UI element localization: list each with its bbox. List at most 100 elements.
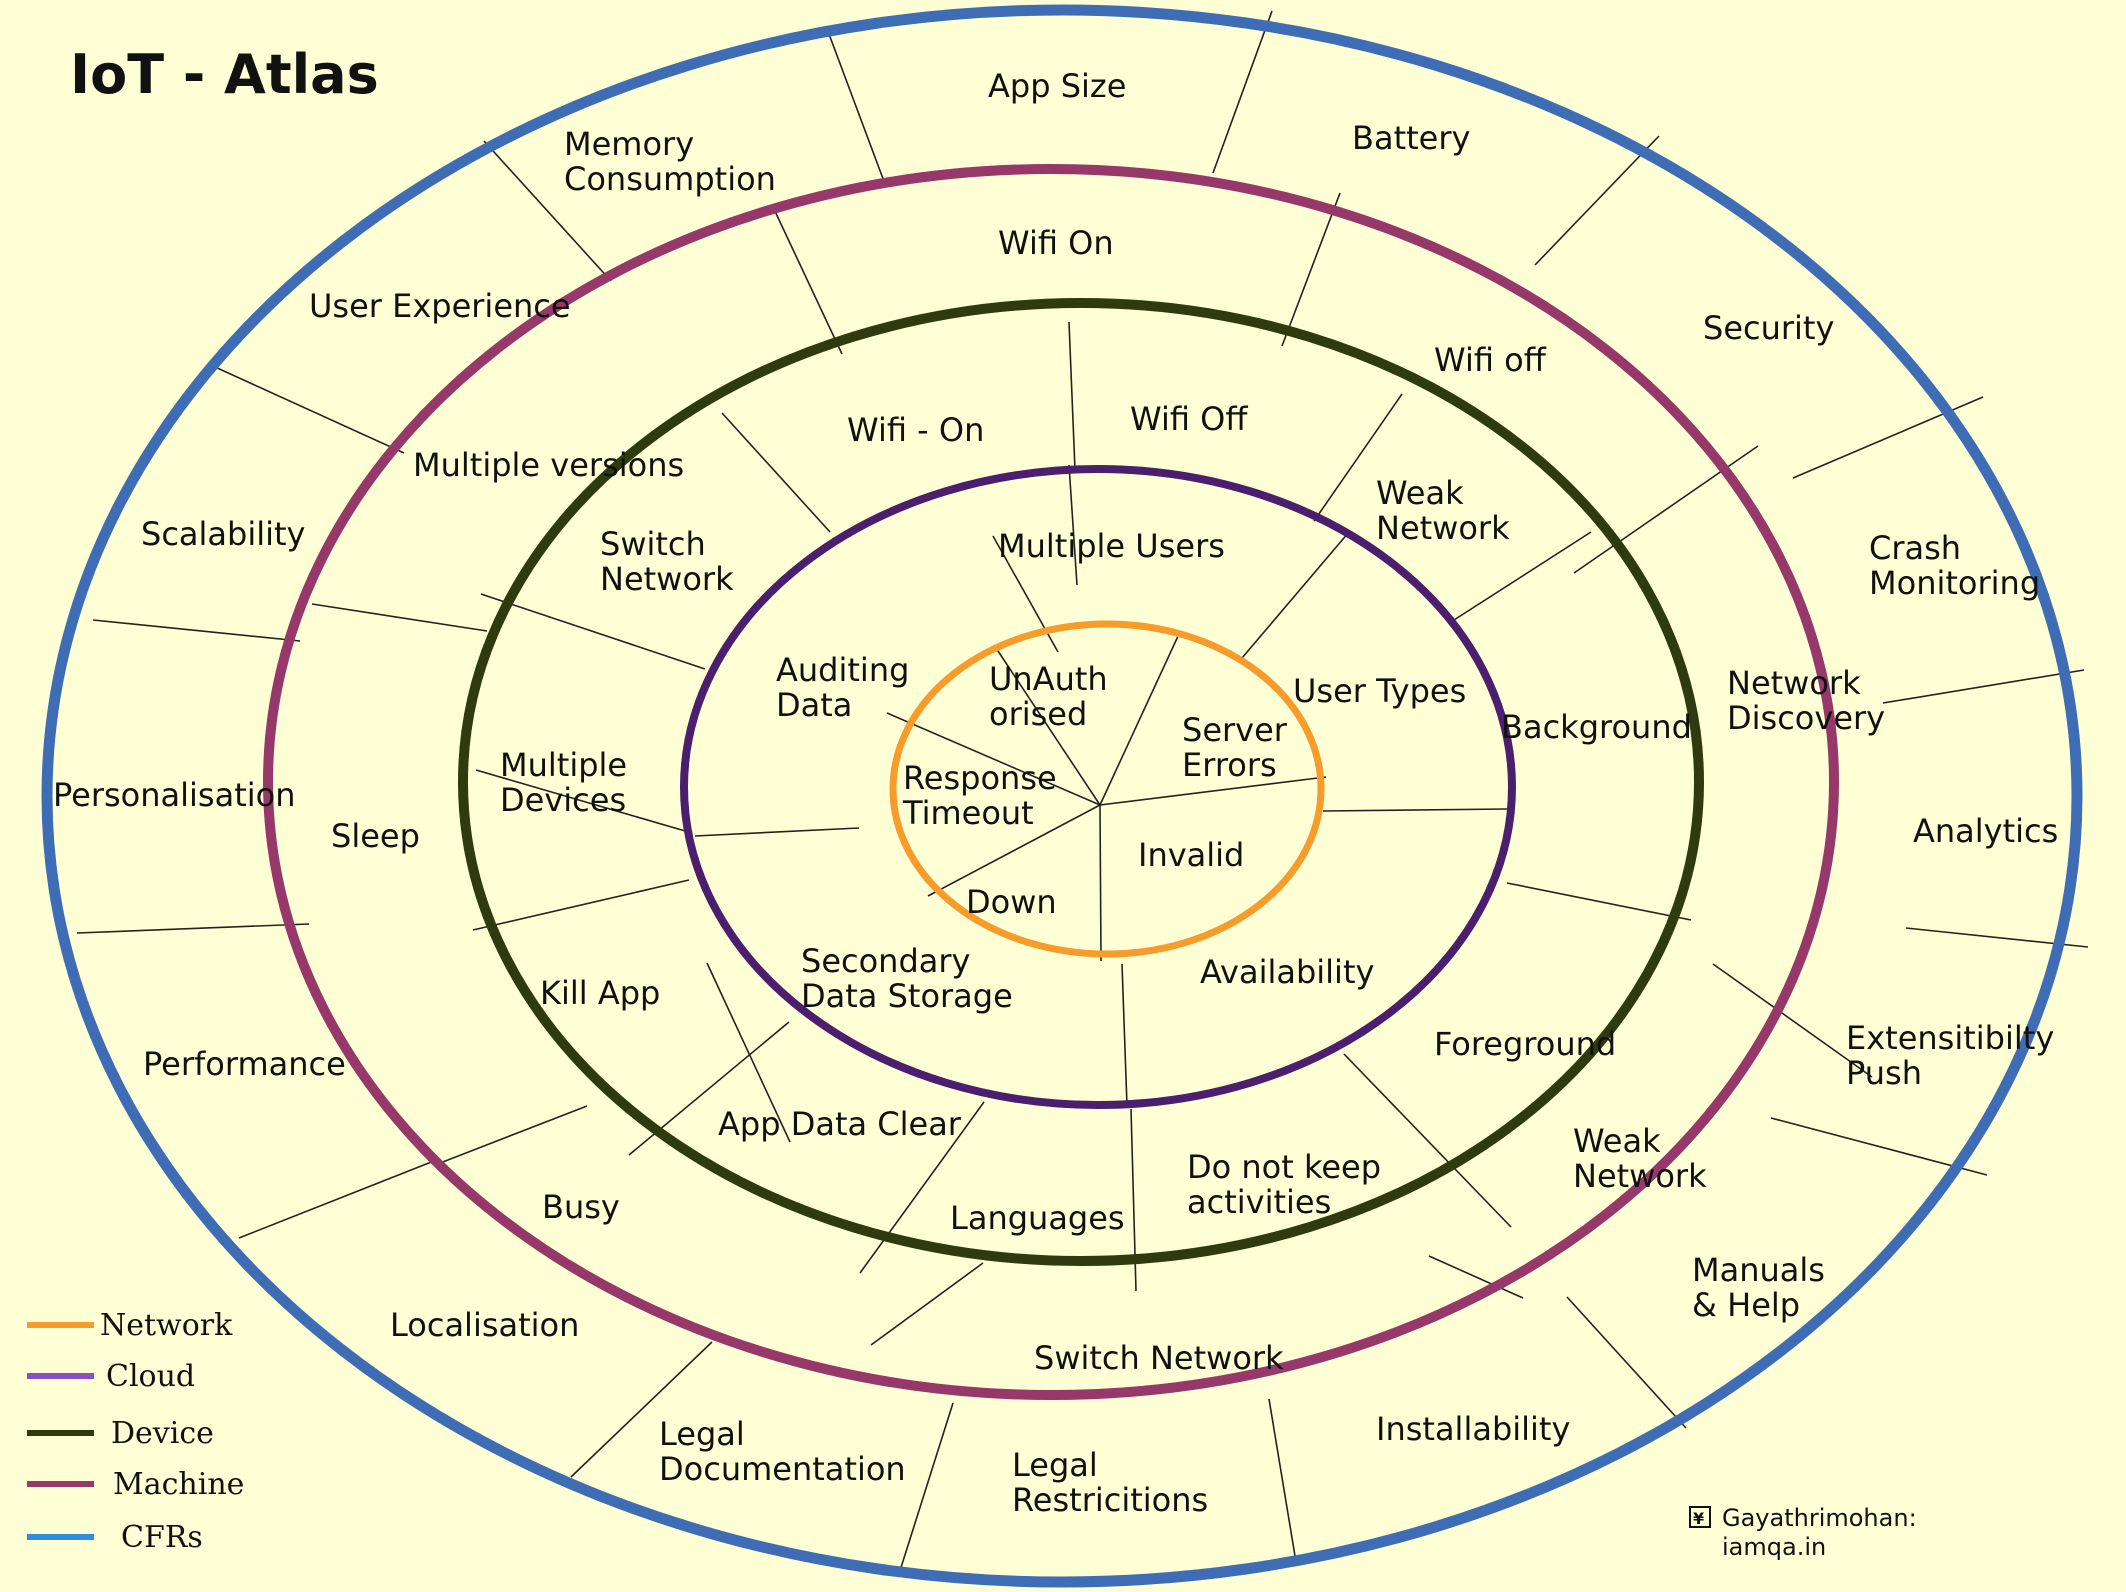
cfrs-segment-label: Memory Consumption <box>564 125 776 198</box>
cfrs-segment-label-line: & Help <box>1692 1286 1800 1324</box>
rings <box>41 4 2083 1588</box>
cfrs-segment-label: Battery <box>1352 119 1470 157</box>
machine-segment-label: Wifi On <box>998 224 1114 262</box>
segment-divider <box>1770 1117 1988 1176</box>
network-segment-label-line: Response <box>903 759 1057 797</box>
segment-divider <box>214 366 405 454</box>
machine-segment-label: Network Discovery <box>1727 664 1885 737</box>
cfrs-segment-label-line: Memory <box>564 125 694 163</box>
cfrs-segment-label-line: Localisation <box>390 1306 579 1344</box>
cfrs-segment-label: Performance <box>143 1045 346 1083</box>
device-ring <box>458 298 1704 1266</box>
cfrs-segment-label-line: Performance <box>143 1045 346 1083</box>
credit-line-2: iamqa.in <box>1722 1533 1826 1561</box>
device-segment-label: App Data Clear <box>718 1105 962 1143</box>
machine-segment-label: Switch Network <box>1034 1339 1284 1377</box>
segment-divider <box>1313 393 1403 522</box>
segment-divider <box>238 1158 440 1239</box>
segment-divider <box>694 827 860 837</box>
device-segment-label: Wifi Off <box>1130 400 1248 438</box>
segment-divider <box>570 1341 713 1478</box>
segment-divider <box>1506 882 1692 921</box>
device-segment-label-line: Languages <box>950 1199 1125 1237</box>
segment-divider <box>480 593 706 670</box>
cfrs-segment-label: Legal Documentation <box>659 1415 906 1488</box>
device-segment-label-line: Kill App <box>540 974 660 1012</box>
device-segment-label-line: Do not keep <box>1187 1148 1381 1186</box>
segment-divider <box>825 25 886 185</box>
device-segment-label-line: Wifi Off <box>1130 400 1248 438</box>
segment-divider <box>1428 1255 1524 1299</box>
cloud-segment-label-line: Data Storage <box>801 977 1013 1015</box>
cfrs-segment-label-line: Legal <box>659 1415 745 1453</box>
machine-segment-label: Multiple versions <box>413 446 684 484</box>
network-segment-label-line: Server <box>1182 711 1288 749</box>
segment-divider <box>434 1105 588 1166</box>
segment-divider <box>897 1402 954 1578</box>
device-segment-label-line: Network <box>1376 509 1510 547</box>
segment-divider <box>1212 10 1273 174</box>
machine-segment-label-line: Busy <box>542 1188 620 1226</box>
device-segment-label: Kill App <box>540 974 660 1012</box>
network-segment-label-line: UnAuth <box>989 660 1108 698</box>
segment-divider <box>1068 464 1078 586</box>
cfrs-segment-label-line: Restricitions <box>1012 1481 1208 1519</box>
credit: ¥ Gayathrimohan: iamqa.in <box>1689 1504 1917 1561</box>
cfrs-segment-label-line: Push <box>1846 1054 1922 1092</box>
copyright-box-icon <box>1689 1506 1711 1528</box>
segment-divider <box>993 644 1101 806</box>
cfrs-segment-label: Scalability <box>141 515 305 553</box>
machine-segment-label: Busy <box>542 1188 620 1226</box>
cfrs-segment-label: App Size <box>988 67 1126 105</box>
cfrs-segment-label: User Experience <box>309 287 571 325</box>
cfrs-segment-label-line: Analytics <box>1913 812 2058 850</box>
segment-divider <box>1453 531 1592 621</box>
device-segment-label: Weak Network <box>1376 474 1510 547</box>
machine-segment-label-line: Network <box>1727 664 1861 702</box>
segment-divider <box>472 879 690 931</box>
segment-divider <box>1099 776 1327 806</box>
cloud-segment-label: Auditing Data <box>776 651 909 724</box>
segment-divider <box>1121 963 1128 1107</box>
device-segment-label: Do not keep activities <box>1187 1148 1381 1221</box>
legend-label-machine: Machine <box>113 1467 244 1502</box>
cfrs-segment-label: Extensitibilty Push <box>1846 1019 2054 1092</box>
legend-label-device: Device <box>111 1416 214 1451</box>
cloud-segment-label: Multiple Users <box>998 527 1225 565</box>
cloud-segment-label-line: User Types <box>1293 672 1466 710</box>
cfrs-segment-label-line: Documentation <box>659 1450 906 1488</box>
cloud-segment-label-line: Data <box>776 686 852 724</box>
cfrs-segment-label-line: Personalisation <box>53 776 296 814</box>
segment-divider <box>1343 1053 1512 1228</box>
network-segment-label: Invalid <box>1138 836 1244 874</box>
machine-segment-label-line: Switch Network <box>1034 1339 1284 1377</box>
network-segment-label-line: orised <box>989 695 1087 733</box>
segment-divider <box>886 712 1101 806</box>
credit-line-1: Gayathrimohan: <box>1722 1504 1917 1532</box>
device-segment-label: Background <box>1501 708 1692 746</box>
segment-divider <box>706 962 791 1143</box>
legend-label-cfrs: CFRs <box>121 1520 203 1555</box>
cfrs-segment-label: Personalisation <box>53 776 296 814</box>
cfrs-segment-label: Localisation <box>390 1306 579 1344</box>
machine-segment-label-line: Multiple versions <box>413 446 684 484</box>
segment-divider <box>1322 808 1508 812</box>
cloud-ring <box>680 465 1516 1109</box>
device-segment-label: Multiple Devices <box>500 746 627 819</box>
segment-divider <box>1241 531 1350 659</box>
machine-segment-label-line: Network <box>1573 1157 1707 1195</box>
network-segment-label-line: Errors <box>1182 746 1277 784</box>
cfrs-segment-label-line: Extensitibilty <box>1846 1019 2054 1057</box>
machine-segment-label-line: Weak <box>1573 1122 1661 1160</box>
device-segment-label-line: Wifi - On <box>847 411 984 449</box>
machine-ring <box>263 164 1839 1400</box>
network-segment-label-line: Down <box>966 883 1057 921</box>
machine-segment-label-line: Discovery <box>1727 699 1885 737</box>
network-segment-label-line: Timeout <box>902 794 1034 832</box>
machine-segment-label: Weak Network <box>1573 1122 1707 1195</box>
cloud-segment-label-line: Auditing <box>776 651 909 689</box>
cloud-segment-label: Availability <box>1200 953 1374 991</box>
